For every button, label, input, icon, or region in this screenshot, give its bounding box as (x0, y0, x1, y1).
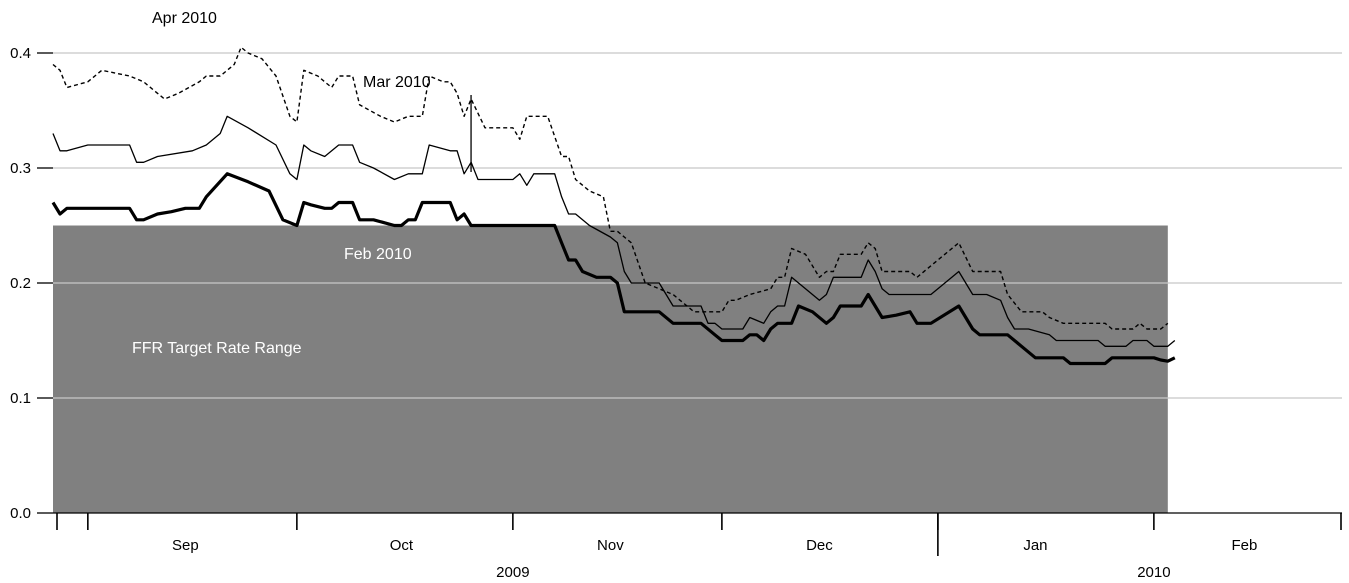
y-tick-label: 0.1 (10, 390, 31, 407)
ffr-target-range-region (53, 225, 1168, 513)
x-year-label: 2010 (1137, 564, 1170, 581)
x-tick-label: Sep (172, 537, 199, 554)
x-tick-label: Nov (597, 537, 624, 554)
y-tick-label: 0.3 (10, 160, 31, 177)
x-axis: Sep Oct Nov Dec Jan Feb 2009 2010 (53, 512, 1342, 581)
annotations: FFR Target Rate Range Apr 2010 Mar 2010 Feb… (132, 10, 472, 357)
y-tick-label: 0.2 (10, 275, 31, 292)
x-tick-label: Oct (390, 537, 414, 554)
series-label-mar-2010: Mar 2010 (363, 74, 431, 91)
series-label-apr-2010: Apr 2010 (152, 10, 217, 27)
x-tick-label: Feb (1232, 537, 1258, 554)
gridlines (53, 52, 1342, 399)
series-label-feb-2010: Feb 2010 (344, 246, 412, 263)
y-tick-label: 0.4 (10, 45, 31, 62)
y-axis: 0.0 0.1 0.2 0.3 0.4 (10, 45, 53, 522)
x-tick-label: Dec (806, 537, 833, 554)
series-line-apr-2010 (52, 46, 1169, 330)
y-tick-label: 0.0 (10, 505, 31, 522)
series-lines (51, 46, 1176, 366)
shaded-region-layer (53, 225, 1168, 513)
x-year-label: 2009 (496, 564, 529, 581)
shaded-region-label: FFR Target Rate Range (132, 340, 302, 357)
x-tick-label: Jan (1023, 537, 1047, 554)
series-line-feb-2010 (51, 172, 1176, 366)
series-line-mar-2010 (52, 115, 1176, 347)
